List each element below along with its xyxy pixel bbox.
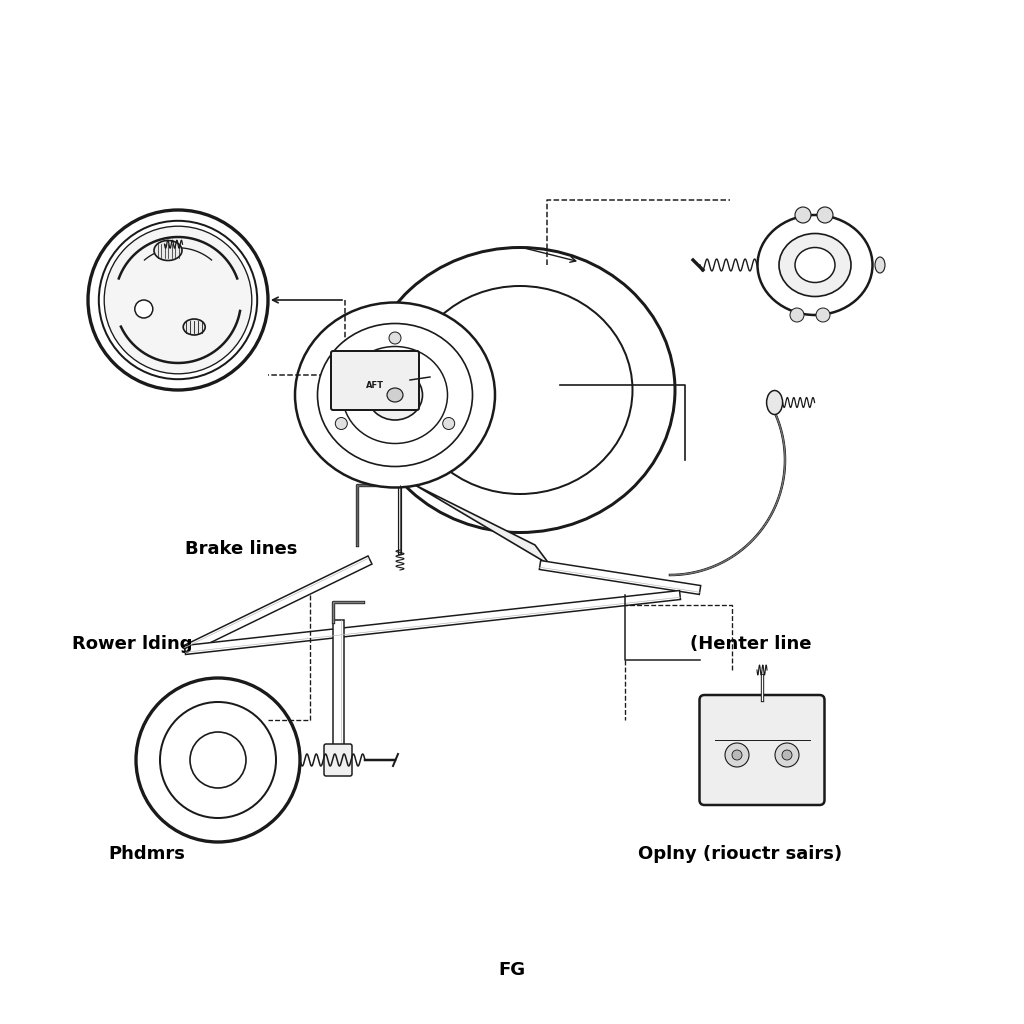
- Ellipse shape: [387, 388, 403, 402]
- Text: Phdmrs: Phdmrs: [108, 845, 185, 863]
- Circle shape: [817, 207, 833, 223]
- Circle shape: [389, 332, 401, 344]
- Circle shape: [136, 678, 300, 842]
- Polygon shape: [183, 556, 372, 654]
- Circle shape: [104, 226, 252, 374]
- Ellipse shape: [317, 324, 472, 467]
- Ellipse shape: [795, 248, 835, 283]
- Text: Oplny (riouctr sairs): Oplny (riouctr sairs): [638, 845, 842, 863]
- Circle shape: [88, 210, 268, 390]
- Polygon shape: [333, 620, 343, 746]
- Ellipse shape: [779, 233, 851, 297]
- Circle shape: [782, 750, 792, 760]
- Polygon shape: [184, 591, 681, 654]
- Polygon shape: [415, 485, 550, 565]
- Circle shape: [135, 300, 153, 318]
- Polygon shape: [540, 560, 700, 595]
- Circle shape: [732, 750, 742, 760]
- Circle shape: [442, 418, 455, 429]
- Ellipse shape: [767, 390, 782, 415]
- Ellipse shape: [295, 302, 495, 487]
- FancyBboxPatch shape: [324, 744, 352, 776]
- Text: Rower lding: Rower lding: [72, 635, 193, 653]
- Ellipse shape: [408, 286, 633, 494]
- Text: AFT: AFT: [366, 381, 384, 389]
- Ellipse shape: [379, 381, 411, 410]
- Ellipse shape: [874, 257, 885, 273]
- Ellipse shape: [154, 241, 182, 260]
- Text: Brake lines: Brake lines: [185, 540, 297, 558]
- Circle shape: [816, 308, 830, 322]
- Ellipse shape: [342, 346, 447, 443]
- Circle shape: [160, 702, 276, 818]
- FancyBboxPatch shape: [699, 695, 824, 805]
- Circle shape: [790, 308, 804, 322]
- Ellipse shape: [183, 319, 205, 335]
- Circle shape: [795, 207, 811, 223]
- Text: FG: FG: [499, 961, 525, 979]
- Circle shape: [98, 221, 257, 379]
- Ellipse shape: [368, 370, 423, 420]
- Circle shape: [190, 732, 246, 788]
- Circle shape: [725, 743, 749, 767]
- Ellipse shape: [758, 215, 872, 315]
- Circle shape: [775, 743, 799, 767]
- Circle shape: [335, 418, 347, 429]
- Text: (Henter line: (Henter line: [690, 635, 811, 653]
- FancyBboxPatch shape: [331, 351, 419, 410]
- Ellipse shape: [365, 248, 675, 532]
